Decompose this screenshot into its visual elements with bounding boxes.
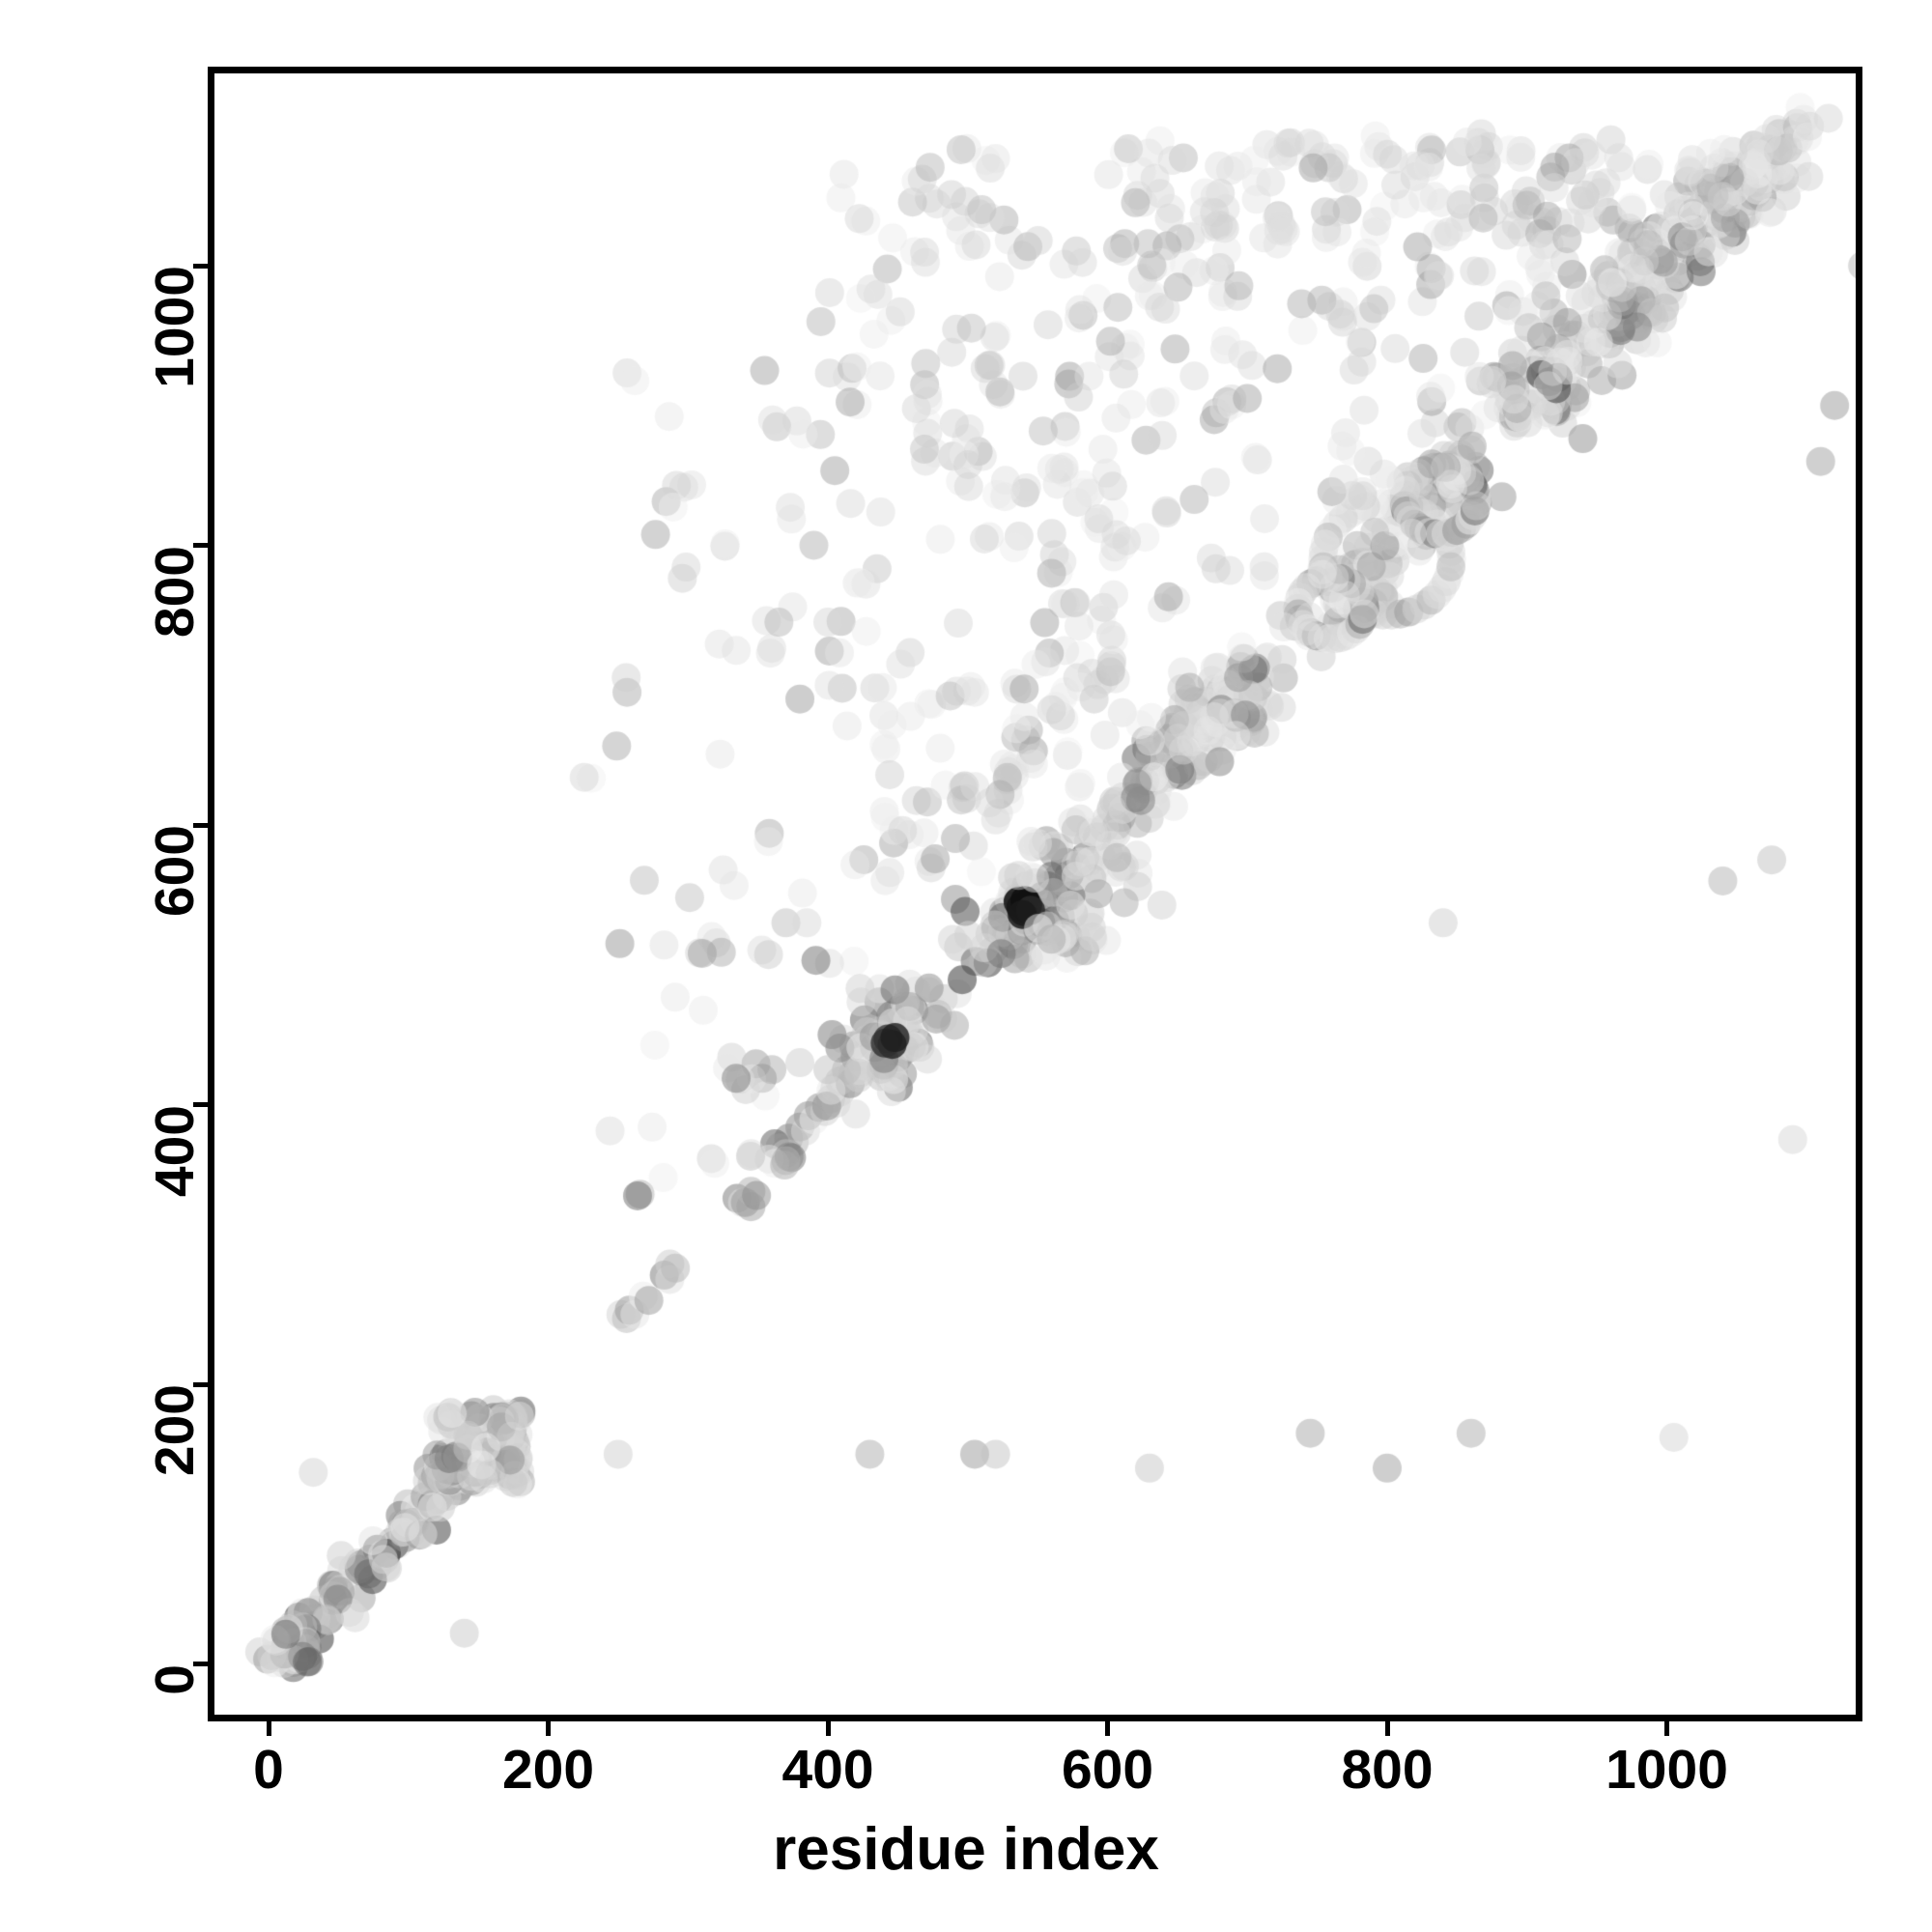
- y-tick-800: [193, 543, 210, 548]
- x-tick-1000: [1664, 1719, 1669, 1736]
- y-tick-1000: [193, 263, 210, 269]
- y-tick-600: [193, 822, 210, 828]
- y-tick-label: 0: [144, 1663, 206, 1695]
- y-tick-label: 200: [144, 1384, 206, 1477]
- x-tick-label: 800: [1341, 1739, 1434, 1801]
- y-tick-label: 1000: [144, 266, 206, 388]
- x-tick-400: [825, 1719, 831, 1736]
- x-tick-800: [1384, 1719, 1390, 1736]
- x-tick-label: 200: [501, 1739, 595, 1801]
- y-tick-label: 800: [144, 545, 206, 638]
- x-tick-600: [1105, 1719, 1110, 1736]
- y-tick-400: [193, 1102, 210, 1107]
- scatter-points-canvas: [214, 73, 1856, 1715]
- y-tick-0: [193, 1662, 210, 1666]
- x-tick-200: [546, 1719, 551, 1736]
- plot-area: [208, 67, 1862, 1721]
- y-tick-200: [193, 1381, 210, 1387]
- x-tick-label: 1000: [1605, 1739, 1728, 1801]
- y-tick-label: 400: [144, 1104, 206, 1197]
- x-tick-label: 0: [253, 1739, 284, 1801]
- y-tick-label: 600: [144, 825, 206, 918]
- x-tick-0: [266, 1719, 271, 1736]
- x-tick-label: 400: [781, 1739, 874, 1801]
- x-axis-title: residue index: [773, 1816, 1159, 1883]
- x-tick-label: 600: [1061, 1739, 1154, 1801]
